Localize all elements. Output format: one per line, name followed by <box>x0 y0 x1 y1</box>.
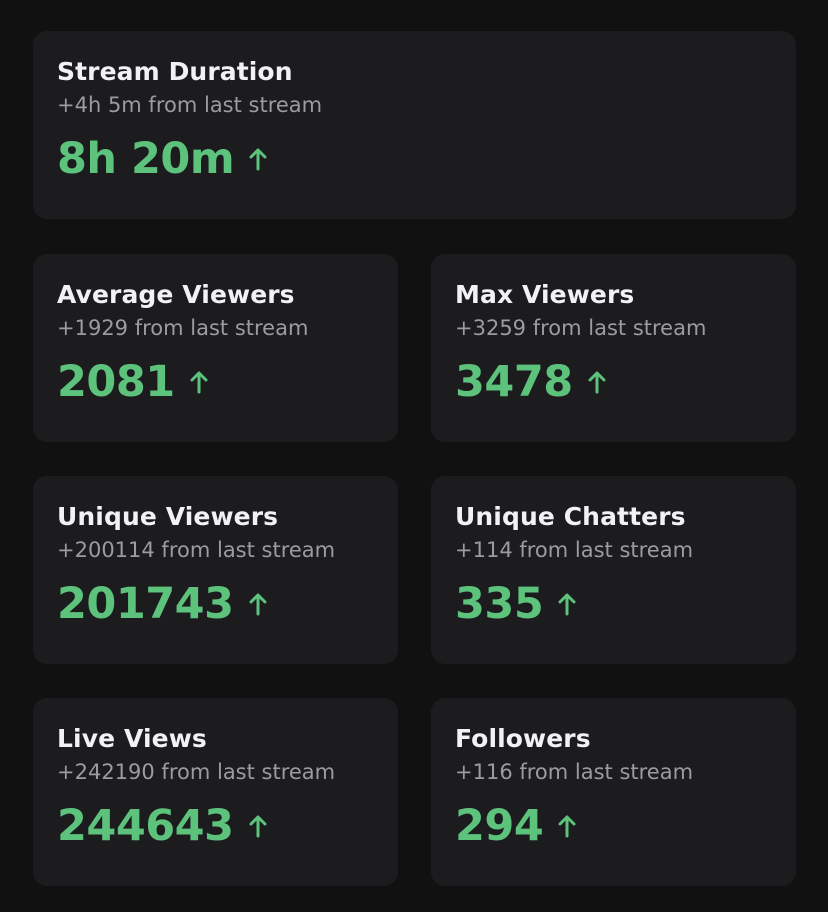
card-value-row: 8h 20m <box>57 133 796 185</box>
card-value-row: 294 <box>455 800 796 852</box>
card-change: +200114 from last stream <box>57 538 336 562</box>
stat-card: Live Views +242190 from last stream 244643 <box>33 698 398 886</box>
card-change: +116 from last stream <box>455 760 694 784</box>
up-arrow <box>249 593 267 616</box>
up-arrow <box>588 371 606 394</box>
card-value-row: 2081 <box>57 356 398 408</box>
card-value: 201743 <box>57 579 234 629</box>
stat-card: Followers +116 from last stream 294 <box>431 698 796 886</box>
card-value-row: 201743 <box>57 578 398 630</box>
up-arrow <box>249 148 267 171</box>
stat-card: Stream Duration +4h 5m from last stream 8h… <box>33 31 796 219</box>
card-change: +3259 from last stream <box>455 316 707 340</box>
card-value: 2081 <box>57 357 175 407</box>
card-value-row: 335 <box>455 578 796 630</box>
card-title: Average Viewers <box>57 280 295 309</box>
card-value: 294 <box>455 801 544 851</box>
up-arrow <box>558 593 576 616</box>
card-change: +4h 5m from last stream <box>57 93 323 117</box>
card-change: +242190 from last stream <box>57 760 336 784</box>
card-value: 335 <box>455 579 544 629</box>
card-value: 8h 20m <box>57 134 235 184</box>
card-value: 3478 <box>455 357 573 407</box>
stat-card: Average Viewers +1929 from last stream 208… <box>33 254 398 442</box>
card-title: Unique Chatters <box>455 502 686 531</box>
up-arrow <box>190 371 208 394</box>
card-title: Unique Viewers <box>57 502 279 531</box>
card-value-row: 3478 <box>455 356 796 408</box>
card-title: Followers <box>455 724 591 753</box>
card-change: +114 from last stream <box>455 538 694 562</box>
card-value: 244643 <box>57 801 234 851</box>
card-value-row: 244643 <box>57 800 398 852</box>
up-arrow <box>558 815 576 838</box>
card-title: Max Viewers <box>455 280 635 309</box>
stat-card: Unique Viewers +200114 from last stream 20… <box>33 476 398 664</box>
card-change: +1929 from last stream <box>57 316 309 340</box>
up-arrow <box>249 815 267 838</box>
stat-card: Max Viewers +3259 from last stream 3478 <box>431 254 796 442</box>
stat-card: Unique Chatters +114 from last stream 335 <box>431 476 796 664</box>
card-title: Stream Duration <box>57 57 293 86</box>
card-title: Live Views <box>57 724 207 753</box>
